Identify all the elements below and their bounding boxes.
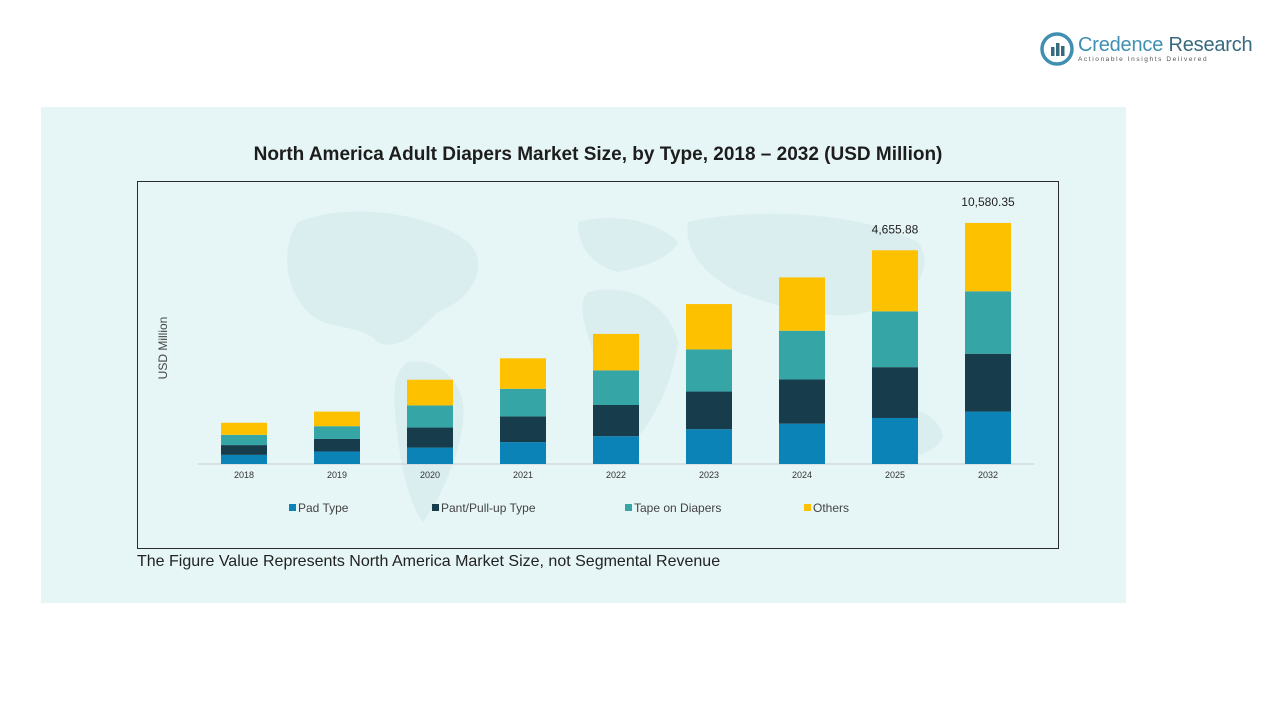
- bar-segment-pad-type-2025: [872, 417, 918, 464]
- bar-segment-tape-on-diapers-2032: [965, 291, 1011, 354]
- chart-footnote: The Figure Value Represents North Americ…: [137, 553, 721, 570]
- bar-segment-pad-type-2022: [593, 436, 639, 464]
- x-tick-label-2019: 2019: [327, 470, 347, 480]
- brand-name: Credence Research: [1078, 34, 1253, 57]
- bars-layer: [221, 222, 1011, 464]
- bar-segment-pad-type-2019: [314, 451, 360, 464]
- chart-title: North America Adult Diapers Market Size,…: [253, 144, 943, 165]
- bar-segment-pant-pull-up-type-2021: [500, 416, 546, 443]
- x-ticks-layer: 2018 2019 2020 2021 2022 2023 2024 2025 2032: [234, 470, 998, 480]
- bar-segment-pad-type-2018: [221, 454, 267, 464]
- legend-swatch-pant-pull-up-type: [432, 504, 439, 511]
- legend-label-pant-pull-up-type: Pant/Pull-up Type: [441, 501, 536, 515]
- y-axis-label: USD Million: [156, 317, 170, 380]
- bar-segment-others-2019: [314, 411, 360, 427]
- bar-segment-others-2025: [872, 250, 918, 312]
- bar-segment-others-2020: [407, 379, 453, 406]
- x-tick-label-2018: 2018: [234, 470, 254, 480]
- bar-segment-pant-pull-up-type-2023: [686, 391, 732, 430]
- bar-segment-pant-pull-up-type-2020: [407, 427, 453, 448]
- bar-segment-tape-on-diapers-2020: [407, 405, 453, 428]
- data-label-2032: 10,580.35: [961, 195, 1015, 209]
- x-tick-label-2023: 2023: [699, 470, 719, 480]
- bar-segment-pant-pull-up-type-2018: [221, 445, 267, 455]
- bar-segment-pant-pull-up-type-2032: [965, 353, 1011, 412]
- x-tick-label-2021: 2021: [513, 470, 533, 480]
- bar-segment-tape-on-diapers-2019: [314, 426, 360, 439]
- x-tick-label-2025: 2025: [885, 470, 905, 480]
- data-label-2025: 4,655.88: [872, 222, 919, 236]
- legend: Pad Type Pant/Pull-up Type Tape on Diapers…: [289, 501, 849, 515]
- bar-segment-tape-on-diapers-2021: [500, 388, 546, 417]
- bar-segment-tape-on-diapers-2024: [779, 330, 825, 380]
- x-tick-label-2032: 2032: [978, 470, 998, 480]
- legend-swatch-pad-type: [289, 504, 296, 511]
- bar-segment-tape-on-diapers-2018: [221, 434, 267, 446]
- bar-segment-tape-on-diapers-2025: [872, 311, 918, 368]
- bar-segment-pad-type-2032: [965, 411, 1011, 464]
- chart-panel: [41, 107, 1126, 603]
- bar-segment-others-2018: [221, 422, 267, 435]
- bar-segment-others-2023: [686, 304, 732, 350]
- bar-segment-pad-type-2024: [779, 423, 825, 464]
- bar-segment-tape-on-diapers-2022: [593, 370, 639, 405]
- bar-segment-pant-pull-up-type-2019: [314, 438, 360, 452]
- legend-label-tape-on-diapers: Tape on Diapers: [634, 501, 721, 515]
- bar-segment-pant-pull-up-type-2022: [593, 404, 639, 437]
- bar-segment-pant-pull-up-type-2025: [872, 367, 918, 418]
- data-labels-layer: 4,655.88 10,580.35: [872, 195, 1015, 236]
- brand-name-first: Credence: [1078, 34, 1164, 56]
- brand-logo: Credence Research Actionable Insights De…: [1040, 32, 1255, 68]
- legend-label-pad-type: Pad Type: [298, 501, 349, 515]
- bar-segment-pad-type-2023: [686, 429, 732, 464]
- bar-segment-others-2024: [779, 277, 825, 331]
- x-tick-label-2024: 2024: [792, 470, 812, 480]
- bar-segment-others-2032: [965, 222, 1011, 292]
- legend-label-others: Others: [813, 501, 849, 515]
- bar-segment-tape-on-diapers-2023: [686, 349, 732, 392]
- credence-logo-icon: [1040, 32, 1074, 66]
- x-tick-label-2020: 2020: [420, 470, 440, 480]
- bar-segment-pant-pull-up-type-2024: [779, 379, 825, 424]
- bar-segment-others-2021: [500, 358, 546, 389]
- legend-swatch-tape-on-diapers: [625, 504, 632, 511]
- bar-segment-pad-type-2021: [500, 442, 546, 464]
- chart-frame: 4,655.88 10,580.35 2018 2019 2020 2021 2022 20…: [137, 181, 1059, 549]
- legend-swatch-others: [804, 504, 811, 511]
- brand-name-second: Research: [1163, 34, 1253, 56]
- bar-segment-pad-type-2020: [407, 447, 453, 464]
- brand-tagline: Actionable Insights Delivered: [1078, 56, 1209, 63]
- x-tick-label-2022: 2022: [606, 470, 626, 480]
- bar-segment-others-2022: [593, 333, 639, 371]
